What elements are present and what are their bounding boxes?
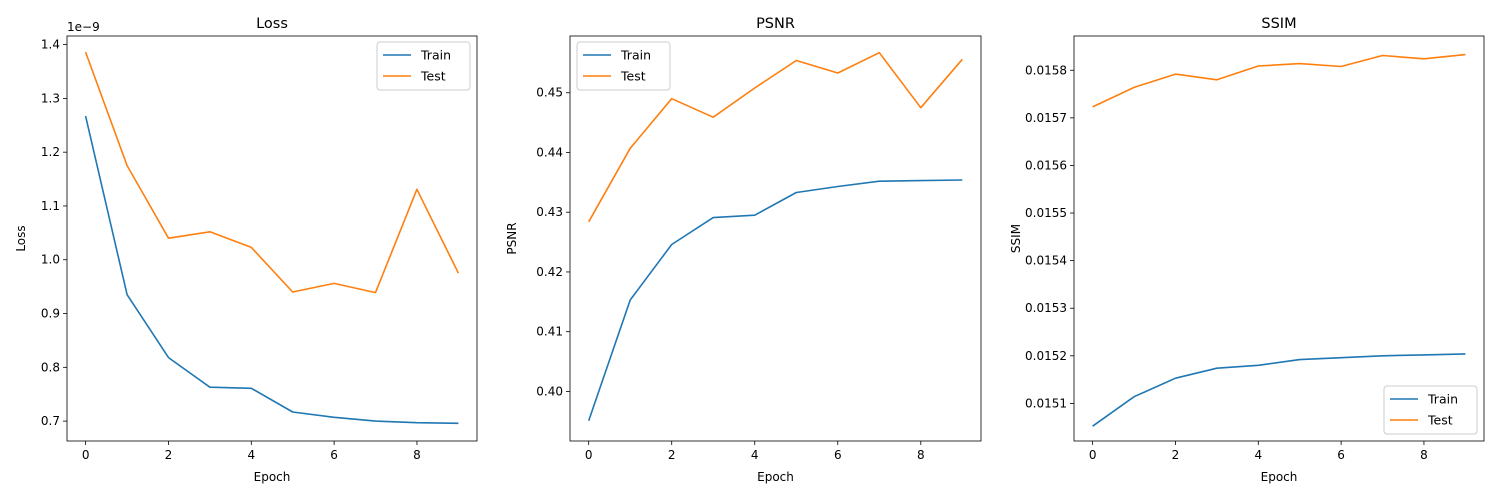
x-tick-label: 4 [247,448,255,462]
chart-title: PSNR [756,16,795,32]
y-tick-label: 0.0151 [1025,396,1067,410]
y-tick-label: 0.8 [41,360,60,374]
x-tick-label: 2 [1172,448,1180,462]
y-tick-label: 0.0158 [1025,63,1067,77]
axes-frame [1073,35,1485,442]
y-offset-label: 1e−9 [67,20,100,34]
series-line-test [588,51,963,223]
chart-panel-psnr: PSNR 0 2 4 6 8 0.40 0.41 0.42 0.43 0.44 0.45 Epoch PS… [505,16,982,484]
y-tick-label: 0.40 [536,384,563,398]
series-line-train [587,179,963,421]
y-tick-label: 1.2 [41,145,60,159]
x-tick-label: 8 [413,448,421,462]
legend-label-train: Train [1427,392,1458,407]
y-tick-label: 1.0 [41,253,60,267]
legend-label-test: Test [420,69,446,84]
series-line-train [84,115,459,425]
y-tick-label: 0.0156 [1025,158,1067,172]
y-tick-label: 0.43 [536,205,563,219]
y-tick-label: 1.3 [41,91,60,105]
y-tick-label: 0.0152 [1025,349,1067,363]
legend: Train Test [1383,385,1478,435]
x-tick-label: 4 [751,448,759,462]
legend-label-train: Train [420,48,451,63]
chart-panel-loss: Loss 0 2 4 6 8 0.7 0.8 0.9 1.0 1.1 1.2 1.3 1.4 1e−9 Epo… [14,16,478,484]
y-axis-label: Loss [14,225,28,251]
y-axis-label: SSIM [1009,224,1023,253]
legend-box [1383,385,1478,435]
x-tick-label: 2 [668,448,676,462]
axes-frame [66,35,478,442]
legend-label-test: Test [1427,413,1453,428]
y-tick-label: 0.41 [536,325,563,339]
series-line-train [1092,353,1466,427]
x-tick-label: 8 [917,448,925,462]
x-tick-label: 4 [1254,448,1262,462]
x-tick-label: 2 [165,448,173,462]
legend-label-train: Train [620,48,651,63]
series-line-test [1092,53,1466,108]
legend: Train Test [576,41,671,91]
x-tick-label: 6 [834,448,842,462]
chart-title: Loss [256,16,288,32]
x-tick-label: 0 [585,448,593,462]
y-axis-label: PSNR [505,222,519,254]
y-tick-label: 0.0153 [1025,301,1067,315]
y-tick-label: 0.45 [536,86,563,100]
legend-label-test: Test [620,69,646,84]
y-tick-label: 0.7 [41,414,60,428]
legend-box [376,41,471,91]
x-tick-label: 8 [1420,448,1428,462]
y-tick-label: 0.44 [536,145,563,159]
x-tick-label: 6 [330,448,338,462]
series-line-test [84,51,460,294]
axes-frame [569,35,982,442]
y-tick-label: 1.4 [41,38,60,52]
y-tick-label: 0.42 [536,265,563,279]
y-tick-label: 0.0157 [1025,111,1067,125]
chart-panel-ssim: SSIM 0 2 4 6 8 0.0151 0.0152 0.0153 0.0154 0.0155 0… [1009,16,1485,484]
x-axis-label: Epoch [757,470,794,484]
x-tick-label: 6 [1337,448,1345,462]
legend: Train Test [376,41,471,91]
legend-box [576,41,671,91]
y-tick-label: 0.0154 [1025,254,1067,268]
y-tick-label: 1.1 [41,199,60,213]
x-axis-label: Epoch [254,470,291,484]
y-tick-label: 0.9 [41,307,60,321]
x-axis-label: Epoch [1261,470,1298,484]
y-tick-label: 0.0155 [1025,206,1067,220]
chart-title: SSIM [1261,16,1296,32]
x-tick-label: 0 [1089,448,1097,462]
x-tick-label: 0 [82,448,90,462]
